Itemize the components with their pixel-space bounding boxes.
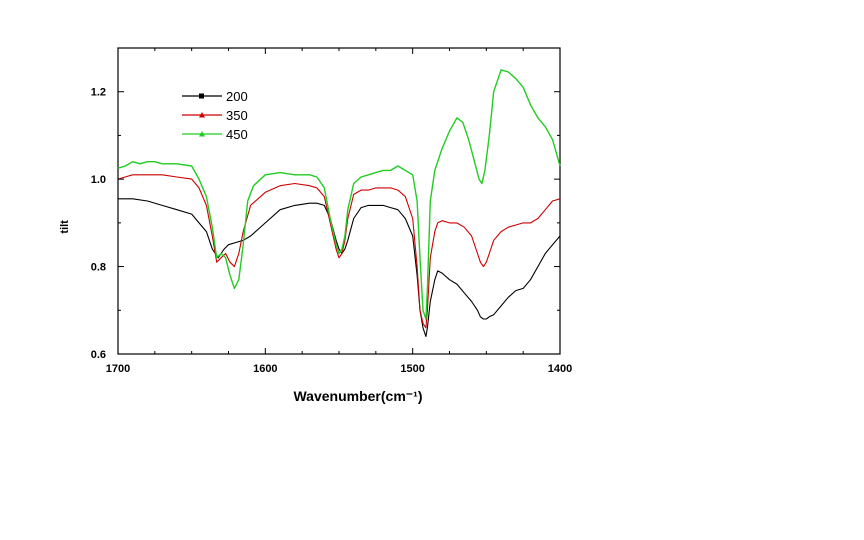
x-tick-label: 1600 — [253, 363, 277, 375]
x-tick-label: 1400 — [548, 363, 572, 375]
y-tick-label: 1.0 — [91, 174, 106, 186]
series-line-450 — [117, 69, 561, 320]
x-axis-title: Wavenumber(cm⁻¹) — [293, 388, 422, 404]
legend-label-200: 200 — [226, 89, 248, 104]
y-tick-label: 0.8 — [91, 262, 106, 274]
axis-layer: 1700 1600 1500 1400 0.6 0.8 1.0 1.2 — [91, 47, 572, 375]
legend-label-450: 450 — [226, 127, 248, 142]
series-layer — [117, 69, 561, 338]
x-tick-label: 1500 — [400, 363, 424, 375]
x-tick-label: 1700 — [106, 363, 130, 375]
series-line-200 — [118, 198, 561, 338]
y-tick-label: 0.6 — [91, 349, 106, 361]
legend-marker-200 — [199, 93, 204, 99]
legend-label-350: 350 — [226, 108, 248, 123]
legend-marker-450 — [199, 131, 205, 137]
legend: 200 350 450 — [182, 89, 248, 142]
y-tick-label: 1.2 — [91, 87, 106, 99]
legend-marker-350 — [199, 112, 205, 118]
y-axis-title: tilt — [59, 220, 71, 234]
series-line-350 — [117, 174, 561, 329]
